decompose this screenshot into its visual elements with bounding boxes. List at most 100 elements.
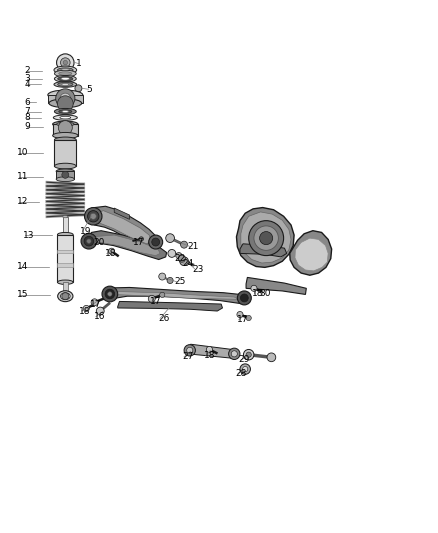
Polygon shape <box>237 207 294 268</box>
Text: 24: 24 <box>182 260 193 269</box>
Text: 10: 10 <box>17 149 29 157</box>
Ellipse shape <box>61 77 70 80</box>
Circle shape <box>88 211 99 222</box>
Ellipse shape <box>62 83 69 85</box>
Bar <box>56 171 74 179</box>
Ellipse shape <box>53 133 78 139</box>
Circle shape <box>62 171 69 179</box>
Text: 17: 17 <box>133 238 145 247</box>
Circle shape <box>57 54 74 71</box>
Circle shape <box>229 348 240 359</box>
Circle shape <box>152 238 159 246</box>
Ellipse shape <box>60 116 71 119</box>
Circle shape <box>231 351 237 357</box>
Bar <box>53 124 78 135</box>
Text: 23: 23 <box>193 264 204 273</box>
Circle shape <box>75 85 82 92</box>
Text: 4: 4 <box>25 80 30 89</box>
Bar <box>57 250 73 253</box>
Text: 2: 2 <box>25 67 30 75</box>
Text: 27: 27 <box>182 352 193 361</box>
Circle shape <box>246 316 251 321</box>
Ellipse shape <box>48 90 83 100</box>
Ellipse shape <box>58 83 73 86</box>
Circle shape <box>251 285 257 292</box>
Bar <box>57 263 73 266</box>
Polygon shape <box>90 206 158 248</box>
Ellipse shape <box>57 68 73 72</box>
Circle shape <box>63 60 67 65</box>
Circle shape <box>180 257 188 265</box>
Circle shape <box>148 295 155 302</box>
Ellipse shape <box>57 122 74 126</box>
Ellipse shape <box>57 280 73 285</box>
Circle shape <box>243 367 248 372</box>
Bar <box>57 235 73 282</box>
Ellipse shape <box>53 121 78 127</box>
Text: 22: 22 <box>174 254 186 263</box>
Circle shape <box>237 291 251 305</box>
Circle shape <box>176 253 182 259</box>
Text: 29: 29 <box>239 356 250 365</box>
Ellipse shape <box>54 70 76 77</box>
Circle shape <box>167 277 173 284</box>
Circle shape <box>58 120 72 135</box>
Ellipse shape <box>54 66 77 74</box>
Circle shape <box>237 311 243 318</box>
Text: 8: 8 <box>25 113 31 122</box>
Ellipse shape <box>53 115 78 120</box>
Polygon shape <box>88 231 166 260</box>
Circle shape <box>178 255 185 262</box>
Circle shape <box>240 294 248 302</box>
Circle shape <box>166 234 174 243</box>
Circle shape <box>246 352 251 357</box>
Text: 30: 30 <box>260 289 271 298</box>
Polygon shape <box>114 208 130 220</box>
Circle shape <box>108 292 112 296</box>
Ellipse shape <box>57 232 73 237</box>
Circle shape <box>105 289 115 299</box>
Text: 18: 18 <box>79 306 91 316</box>
Polygon shape <box>93 211 151 244</box>
Ellipse shape <box>54 82 77 87</box>
Text: 17: 17 <box>90 301 101 310</box>
Circle shape <box>84 236 94 246</box>
Ellipse shape <box>63 216 68 218</box>
Polygon shape <box>241 212 291 263</box>
Circle shape <box>91 299 98 306</box>
Circle shape <box>85 207 102 225</box>
Text: 28: 28 <box>236 369 247 378</box>
Text: 18: 18 <box>105 249 116 258</box>
Circle shape <box>267 353 276 362</box>
Circle shape <box>260 231 273 245</box>
Bar <box>63 217 68 234</box>
Circle shape <box>56 89 75 108</box>
Circle shape <box>62 293 69 300</box>
Text: 15: 15 <box>17 290 29 300</box>
Text: 12: 12 <box>17 197 28 206</box>
Text: 18: 18 <box>204 351 215 360</box>
Ellipse shape <box>62 111 69 112</box>
Circle shape <box>206 346 212 352</box>
Circle shape <box>159 273 166 280</box>
Text: 13: 13 <box>22 231 34 239</box>
Ellipse shape <box>54 163 76 169</box>
Ellipse shape <box>59 110 72 113</box>
Circle shape <box>149 235 162 249</box>
Circle shape <box>159 292 165 297</box>
Ellipse shape <box>49 99 81 108</box>
Circle shape <box>87 239 91 244</box>
Ellipse shape <box>56 169 74 174</box>
Text: 5: 5 <box>86 85 92 94</box>
Circle shape <box>187 348 193 353</box>
Polygon shape <box>240 244 287 257</box>
Text: 26: 26 <box>158 314 169 323</box>
Polygon shape <box>246 277 306 294</box>
Text: 9: 9 <box>25 122 31 131</box>
Text: 21: 21 <box>187 242 199 251</box>
Circle shape <box>109 248 115 254</box>
Circle shape <box>60 58 70 67</box>
Circle shape <box>76 93 81 98</box>
Polygon shape <box>295 238 328 271</box>
Circle shape <box>240 364 251 374</box>
